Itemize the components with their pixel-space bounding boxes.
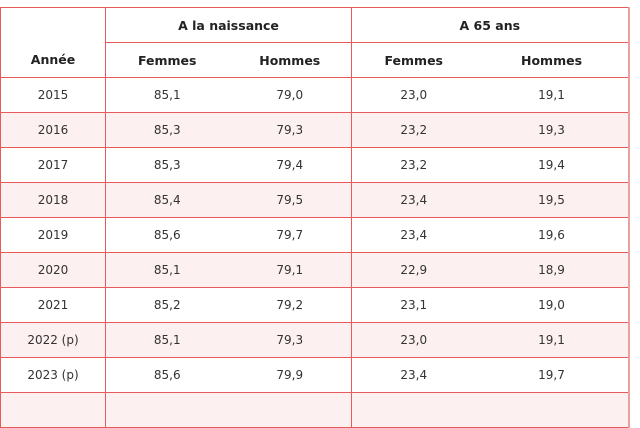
birth-hommes-cell: 79,5 [228,182,352,218]
table-row: 2018 85,4 79,5 23,4 19,5 [0,182,630,218]
table-row: 2023 (p) 85,6 79,9 23,4 19,7 [0,357,630,393]
birth-femmes-cell: 85,6 [105,217,229,253]
birth-hommes-cell: 79,4 [228,147,352,183]
subheader-hommes: Hommes [475,42,630,78]
year-cell: 2020 [0,252,106,288]
65-femmes-cell: 22,9 [351,252,476,288]
65-hommes-cell: 18,9 [475,252,630,288]
65-femmes-cell: 23,4 [351,217,476,253]
year-cell: 2023 (p) [0,357,106,393]
year-header: Année [0,7,106,78]
65-hommes-cell [475,392,630,428]
birth-hommes-cell: 79,9 [228,357,352,393]
year-cell: 2019 [0,217,106,253]
group-header-birth: A la naissance [104,7,352,43]
birth-femmes-cell: 85,3 [105,112,229,148]
birth-femmes-cell: 85,2 [105,287,229,323]
birth-hommes-cell: 79,3 [228,322,352,358]
life-expectancy-table: Année A la naissance A 65 ans Femmes Hom… [0,7,630,428]
birth-hommes-cell: 79,2 [228,287,352,323]
65-femmes-cell: 23,2 [351,112,476,148]
year-cell: 2022 (p) [0,322,106,358]
year-cell: 2018 [0,182,106,218]
65-hommes-cell: 19,5 [475,182,630,218]
birth-hommes-cell: 79,1 [228,252,352,288]
birth-femmes-cell: 85,1 [105,252,229,288]
65-femmes-cell: 23,4 [351,182,476,218]
birth-hommes-cell: 79,0 [228,77,352,113]
65-hommes-cell: 19,4 [475,147,630,183]
65-hommes-cell: 19,0 [475,287,630,323]
birth-femmes-cell: 85,1 [105,77,229,113]
65-femmes-cell: 23,2 [351,147,476,183]
table-row: 2019 85,6 79,7 23,4 19,6 [0,217,630,253]
year-cell: 2016 [0,112,106,148]
birth-hommes-cell [228,392,352,428]
65-femmes-cell: 23,0 [351,322,476,358]
table-row: 2016 85,3 79,3 23,2 19,3 [0,112,630,148]
table-row: 2017 85,3 79,4 23,2 19,4 [0,147,630,183]
birth-femmes-cell: 85,4 [105,182,229,218]
65-hommes-cell: 19,7 [475,357,630,393]
year-cell: 2021 [0,287,106,323]
subheader-hommes: Hommes [228,42,352,78]
65-femmes-cell: 23,4 [351,357,476,393]
birth-hommes-cell: 79,7 [228,217,352,253]
65-hommes-cell: 19,6 [475,217,630,253]
year-cell: 2017 [0,147,106,183]
65-femmes-cell: 23,0 [351,77,476,113]
birth-hommes-cell: 79,3 [228,112,352,148]
birth-femmes-cell: 85,6 [105,357,229,393]
table-row: 2020 85,1 79,1 22,9 18,9 [0,252,630,288]
65-hommes-cell: 19,1 [475,77,630,113]
birth-femmes-cell: 85,1 [105,322,229,358]
subheader-femmes: Femmes [351,42,476,78]
year-cell: 2015 [0,77,106,113]
table-row: 2015 85,1 79,0 23,0 19,1 [0,77,630,113]
65-femmes-cell [351,392,476,428]
year-cell [0,392,106,428]
birth-femmes-cell [105,392,229,428]
table-row [0,392,630,428]
table-row: 2021 85,2 79,2 23,1 19,0 [0,287,630,323]
birth-femmes-cell: 85,3 [105,147,229,183]
subheader-femmes: Femmes [105,42,229,78]
table-row: 2022 (p) 85,1 79,3 23,0 19,1 [0,322,630,358]
group-header-65: A 65 ans [351,7,630,43]
65-hommes-cell: 19,1 [475,322,630,358]
65-femmes-cell: 23,1 [351,287,476,323]
65-hommes-cell: 19,3 [475,112,630,148]
